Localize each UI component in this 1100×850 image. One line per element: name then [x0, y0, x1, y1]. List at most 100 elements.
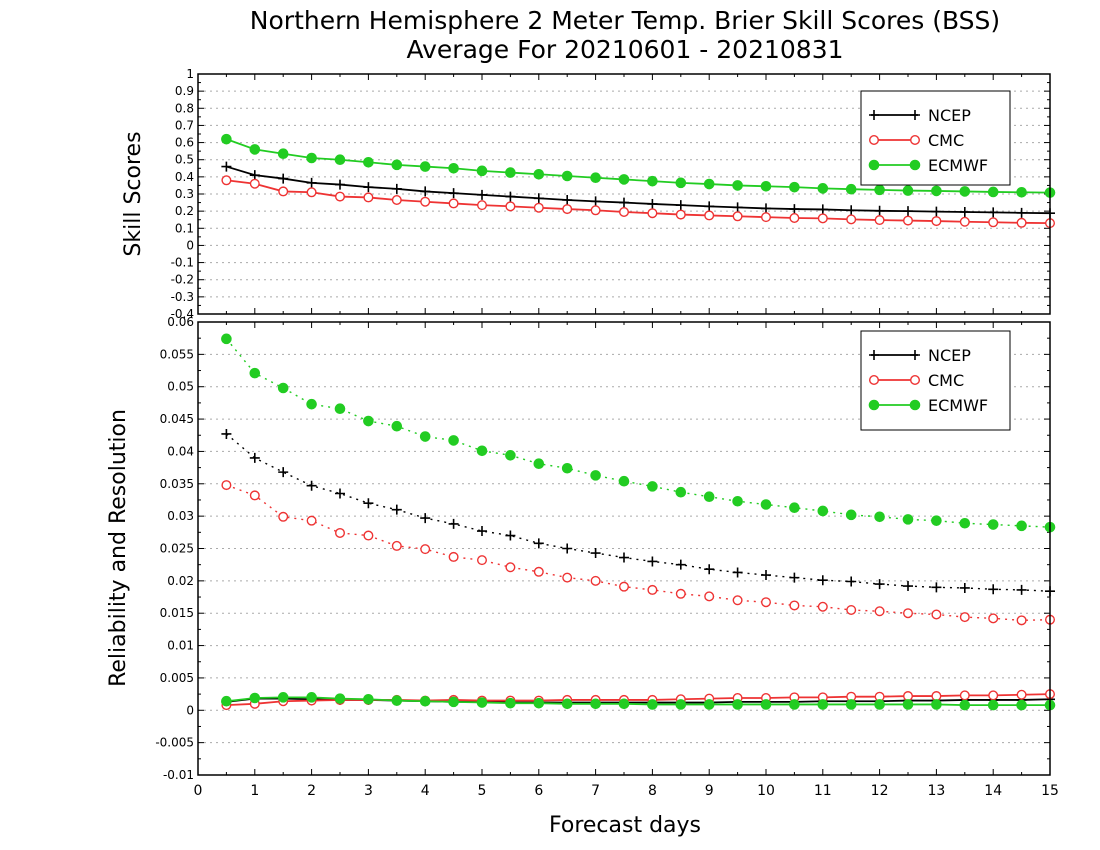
data-point	[590, 470, 601, 481]
data-point	[391, 194, 402, 205]
data-point	[505, 201, 516, 212]
data-point	[590, 205, 601, 216]
data-point	[448, 696, 459, 708]
y-axis-label: Skill Scores	[121, 131, 146, 256]
y-tick-label: -0.005	[155, 736, 194, 750]
data-point	[675, 209, 686, 220]
y-tick-label: 0.005	[160, 671, 194, 685]
data-point	[1016, 186, 1027, 198]
data-point	[476, 445, 488, 457]
data-point	[477, 189, 487, 200]
data-point	[903, 206, 913, 217]
data-point	[363, 530, 374, 541]
data-point	[704, 201, 715, 212]
data-point	[789, 699, 800, 710]
data-point	[987, 699, 999, 711]
data-point	[959, 207, 970, 217]
legend-marker	[909, 159, 921, 171]
y-tick-label: 0.03	[167, 509, 194, 523]
data-point	[903, 581, 913, 592]
data-point	[931, 515, 942, 526]
legend-marker	[869, 110, 879, 120]
data-point	[704, 564, 715, 575]
series-ecmwf-solid	[221, 133, 1056, 198]
data-point	[619, 581, 630, 592]
y-tick-label: -0.2	[171, 273, 194, 287]
data-point	[561, 462, 573, 474]
data-point	[278, 467, 289, 478]
data-point	[931, 216, 942, 227]
x-tick-label: 0	[194, 783, 203, 799]
data-point	[590, 698, 601, 710]
data-point	[477, 526, 487, 537]
data-point	[533, 168, 545, 180]
y-tick-label: 0.04	[167, 444, 194, 458]
data-point	[420, 513, 431, 524]
data-point	[419, 431, 431, 442]
data-point	[817, 213, 828, 224]
legend: NCEP CMC ECMWF	[860, 330, 1011, 431]
data-point	[846, 214, 857, 225]
data-point	[562, 204, 573, 215]
data-point	[334, 403, 346, 415]
data-point	[988, 217, 999, 228]
data-point	[987, 519, 999, 530]
x-tick-label: 14	[984, 783, 1002, 799]
data-point	[959, 612, 970, 623]
data-point	[874, 511, 885, 523]
series-cmc-dotted	[221, 480, 1055, 626]
data-point	[335, 179, 345, 190]
legend-marker	[869, 375, 880, 386]
y-tick-label: 0.2	[175, 204, 194, 218]
legend-marker	[910, 134, 921, 145]
data-point	[987, 186, 999, 198]
data-point	[903, 691, 914, 702]
legend-label: CMC	[928, 371, 964, 390]
data-point	[732, 495, 743, 507]
x-tick-label: 15	[1041, 783, 1059, 799]
data-point	[277, 692, 289, 703]
data-point	[249, 367, 261, 379]
x-tick-label: 1	[250, 783, 259, 799]
data-point	[817, 601, 828, 612]
data-point	[448, 188, 459, 199]
data-point	[391, 695, 403, 706]
y-tick-label: 0.9	[175, 84, 194, 98]
data-point	[732, 180, 743, 191]
y-tick-label: 0.05	[167, 380, 194, 394]
legend-marker	[910, 375, 921, 386]
data-point	[761, 597, 772, 608]
data-point	[533, 566, 544, 577]
legend-marker	[909, 399, 921, 411]
data-point	[249, 452, 260, 463]
y-tick-label: 1	[186, 67, 194, 81]
legend: NCEP CMC ECMWF	[860, 90, 1011, 186]
panel-2: -0.01 -0.005 0 0.005 0.01 0.015 0.02 0.025 0.03 0…	[106, 315, 1059, 799]
data-point	[789, 204, 800, 215]
y-tick-label: 0.4	[175, 170, 194, 184]
data-point	[846, 604, 857, 615]
data-point	[874, 579, 885, 590]
data-point	[448, 518, 459, 529]
data-point	[760, 499, 772, 510]
data-point	[703, 178, 715, 190]
data-point	[760, 699, 772, 710]
data-point	[249, 144, 261, 155]
data-point	[619, 197, 629, 208]
data-point	[249, 170, 260, 181]
y-tick-label: 0.035	[160, 477, 194, 491]
data-point	[1016, 615, 1027, 626]
data-point	[817, 575, 828, 586]
data-point	[845, 183, 857, 195]
data-point	[363, 415, 374, 427]
data-point	[590, 196, 601, 207]
data-point	[391, 183, 402, 194]
y-tick-label: 0.5	[175, 153, 194, 167]
data-point	[675, 588, 686, 599]
y-tick-label: -0.4	[171, 307, 194, 321]
y-tick-label: 0.1	[175, 221, 194, 235]
data-point	[277, 148, 289, 160]
data-point	[505, 191, 516, 202]
data-point	[817, 505, 829, 517]
